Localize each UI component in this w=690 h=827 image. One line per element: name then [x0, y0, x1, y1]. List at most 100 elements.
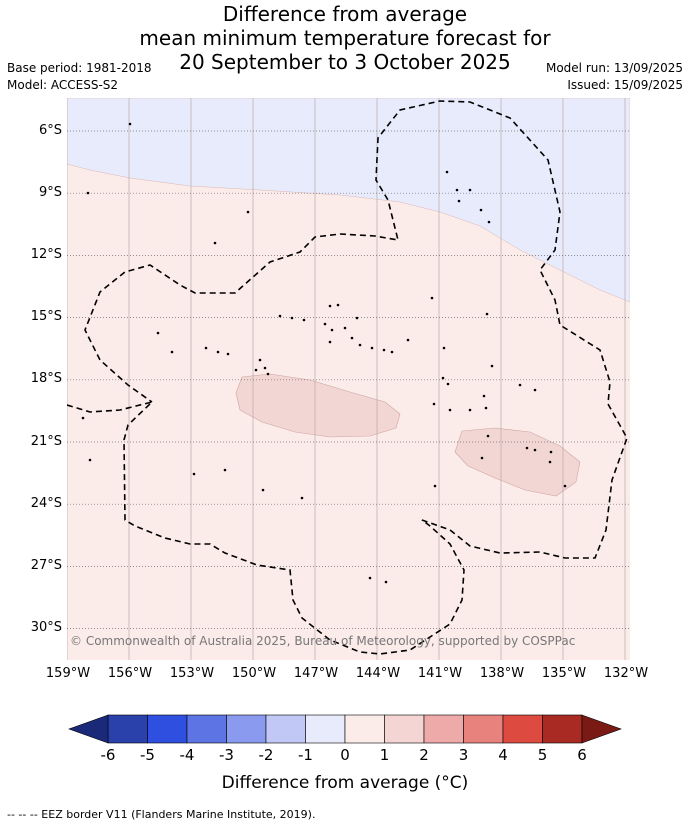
colorbar-cell	[463, 714, 504, 744]
colorbar-cell	[384, 714, 425, 744]
colorbar-cell	[265, 714, 306, 744]
lat-label-6s: 6°S	[38, 123, 62, 138]
colorbar-tick: -2	[258, 746, 274, 764]
island-dot	[406, 338, 410, 342]
island-dot	[442, 346, 446, 350]
island-dot	[246, 210, 250, 214]
island-dot	[216, 350, 220, 354]
colorbar-tick: -6	[100, 746, 116, 764]
model-name: Model: ACCESS-S2	[7, 78, 119, 92]
island-dot	[563, 484, 567, 488]
colorbar-cell	[423, 714, 464, 744]
lon-label-147w: 147°W	[293, 666, 339, 681]
colorbar	[68, 714, 622, 744]
island-dot	[482, 394, 486, 398]
eez-footnote: -- -- -- EEZ border V11 (Flanders Marine…	[7, 808, 316, 821]
map-title: Difference from average mean minimum tem…	[0, 2, 690, 74]
island-dot	[355, 316, 359, 320]
island-dot	[487, 220, 491, 224]
colorbar-tick: 2	[419, 746, 429, 764]
island-dot	[330, 328, 334, 332]
island-dot	[254, 368, 258, 372]
island-dot	[455, 188, 459, 192]
island-dot	[213, 241, 217, 245]
island-dot	[484, 406, 488, 410]
island-dot	[223, 468, 227, 472]
island-dot	[261, 488, 265, 492]
island-dot	[128, 122, 132, 126]
island-markers	[81, 122, 567, 584]
island-dot	[448, 408, 452, 412]
island-dot	[226, 352, 230, 356]
island-dot	[432, 402, 436, 406]
colorbar-over-arrow	[581, 714, 622, 744]
island-dot	[290, 316, 294, 320]
island-dot	[382, 348, 386, 352]
island-dot	[156, 331, 160, 335]
colorbar-cell	[542, 714, 583, 744]
island-dot	[533, 448, 537, 452]
island-dot	[328, 340, 332, 344]
island-dot	[368, 576, 372, 580]
lat-label-27s: 27°S	[30, 558, 62, 573]
island-dot	[468, 188, 472, 192]
island-dot	[445, 170, 449, 174]
island-dot	[518, 383, 522, 387]
island-dot	[192, 472, 196, 476]
graticule	[67, 98, 630, 660]
colorbar-title: Difference from average (°C)	[221, 773, 469, 793]
island-dot	[204, 346, 208, 350]
lat-label-21s: 21°S	[30, 434, 62, 449]
island-dot	[86, 191, 90, 195]
colorbar-cell	[502, 714, 543, 744]
eez-border-south	[67, 100, 628, 655]
colorbar-cell	[226, 714, 267, 744]
lat-label-12s: 12°S	[30, 247, 62, 262]
warm-patch-east	[454, 427, 581, 497]
colorbar-tick: -5	[140, 746, 155, 764]
model-run: Model run: 13/09/2025	[545, 61, 683, 75]
island-dot	[548, 460, 552, 464]
island-dot	[485, 312, 489, 316]
colorbar-cell	[147, 714, 188, 744]
island-dot	[81, 416, 85, 420]
lon-label-153w: 153°W	[169, 666, 215, 681]
island-dot	[549, 450, 553, 454]
colorbar-tick: 5	[537, 746, 548, 764]
island-dot	[358, 343, 362, 347]
colorbar-tick: 0	[340, 746, 350, 764]
colorbar-tick: -4	[179, 746, 195, 764]
colorbar-tick: -3	[219, 746, 234, 764]
lat-label-15s: 15°S	[30, 309, 62, 324]
island-dot	[88, 458, 92, 462]
lon-label-141w: 141°W	[417, 666, 463, 681]
island-dot	[350, 336, 354, 340]
island-dot	[490, 364, 494, 368]
island-dot	[525, 446, 529, 450]
island-dot	[390, 350, 394, 354]
island-dot	[258, 358, 262, 362]
island-dot	[433, 484, 437, 488]
island-dot	[300, 496, 304, 500]
copyright-notice: © Commonwealth of Australia 2025, Bureau…	[70, 634, 576, 648]
lat-label-30s: 30°S	[30, 620, 62, 635]
lon-label-150w: 150°W	[231, 666, 277, 681]
title-line-3: 20 September to 3 October 2025	[179, 50, 511, 74]
lon-label-132w: 132°W	[603, 666, 649, 681]
title-line-2: mean minimum temperature forecast for	[139, 26, 551, 50]
island-dot	[302, 318, 306, 322]
colorbar-tick: 4	[498, 746, 508, 764]
island-dot	[446, 382, 450, 386]
lat-label-9s: 9°S	[38, 185, 62, 200]
cool-anomaly-band	[67, 98, 630, 303]
island-dot	[384, 580, 388, 584]
colorbar-cell	[186, 714, 227, 744]
island-dot	[480, 456, 484, 460]
meta-right: Model run: 13/09/2025 Issued: 15/09/2025	[546, 60, 683, 94]
colorbar-tick: -1	[298, 746, 313, 764]
lon-label-135w: 135°W	[541, 666, 587, 681]
warm-patch-west	[235, 373, 401, 438]
colorbar-cell	[305, 714, 346, 744]
colorbar-cell	[344, 714, 385, 744]
